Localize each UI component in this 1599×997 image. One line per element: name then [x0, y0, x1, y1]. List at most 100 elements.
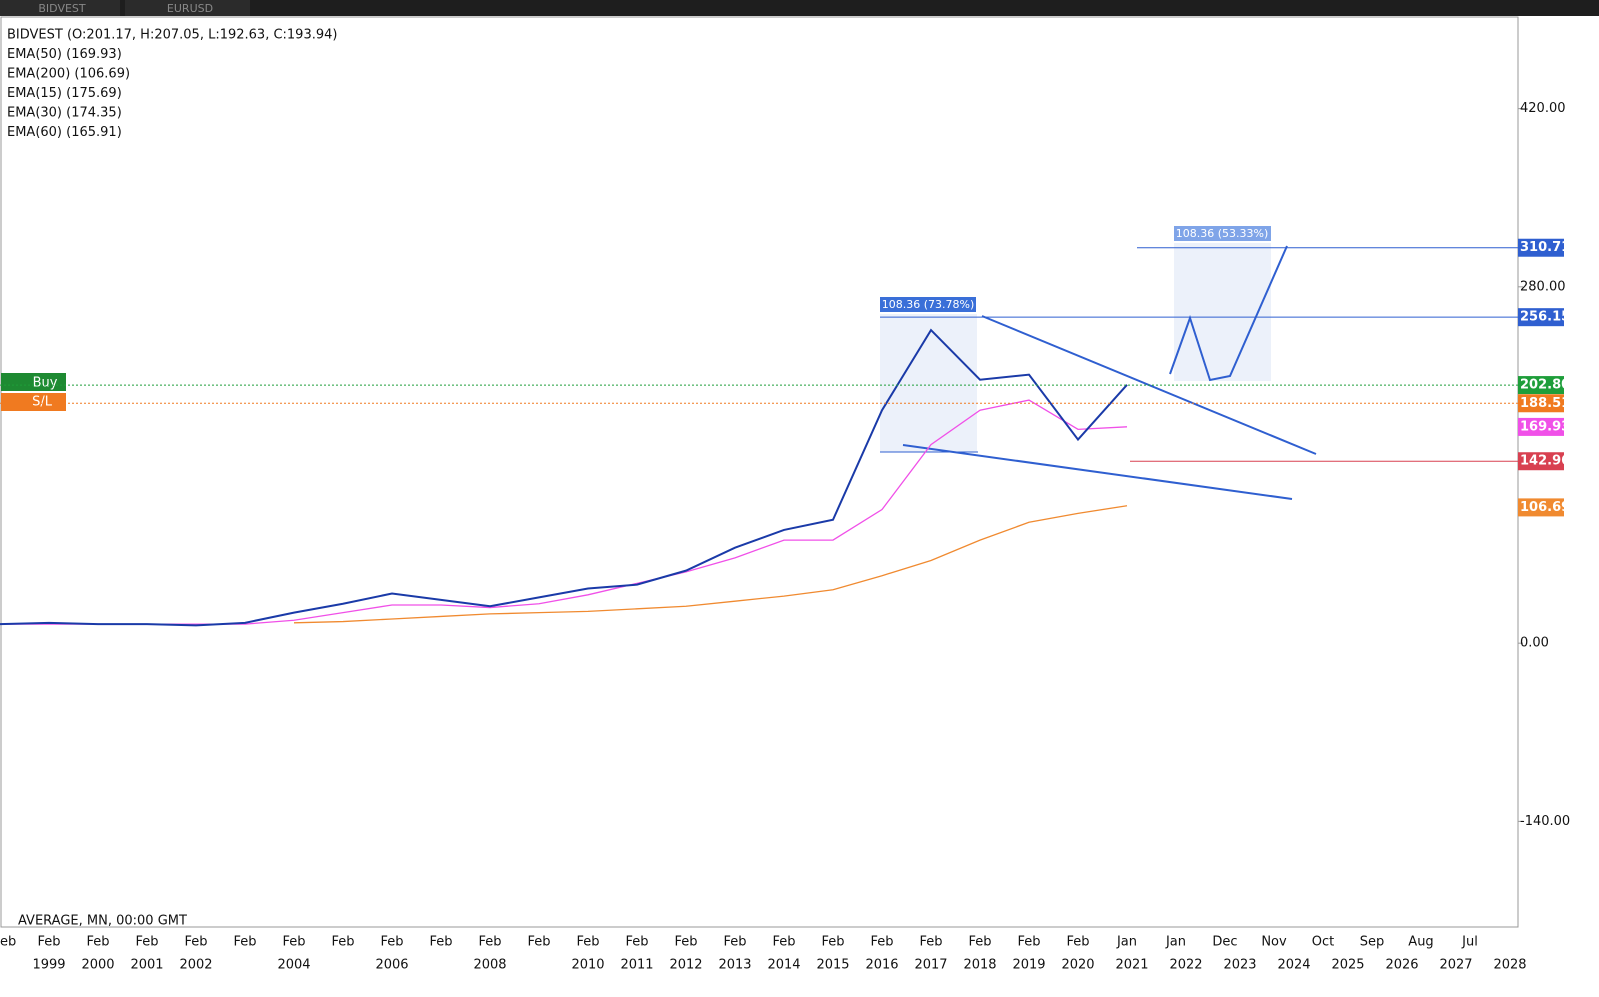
- price-tag: [1518, 417, 1564, 436]
- x-tick-label: Feb: [968, 935, 991, 950]
- projection-arrow: [1169, 245, 1288, 382]
- x-tick-label: Feb: [1017, 935, 1040, 950]
- x-tick-label: Feb: [233, 935, 256, 950]
- x-tick-label: Feb: [821, 935, 844, 950]
- x-tick-label: Oct: [1312, 935, 1334, 950]
- x-year-label: 2008: [473, 958, 506, 973]
- measure-box: [880, 314, 977, 452]
- series-line: [0, 328, 1128, 627]
- x-year-label: 2020: [1061, 958, 1094, 973]
- x-year-label: 2012: [669, 958, 702, 973]
- legend-entry: EMA(30) (174.35): [7, 106, 122, 121]
- price-tag-label: 310.71: [1520, 240, 1570, 255]
- x-tick-label: Jan: [1116, 935, 1137, 950]
- measure-label-bg: [1174, 226, 1271, 241]
- x-year-label: 2013: [718, 958, 751, 973]
- x-year-label: 2023: [1223, 958, 1256, 973]
- x-year-label: 2017: [914, 958, 947, 973]
- x-year-label: 2022: [1169, 958, 1202, 973]
- x-tick-label: Feb: [576, 935, 599, 950]
- x-year-label: 2025: [1331, 958, 1364, 973]
- x-year-label: 2019: [1012, 958, 1045, 973]
- price-tag-label: 188.51: [1520, 396, 1570, 411]
- x-year-label: 2000: [81, 958, 114, 973]
- series-line: [293, 505, 1128, 624]
- x-tick-label: Nov: [1261, 935, 1287, 950]
- legend-entry: EMA(200) (106.69): [7, 67, 130, 82]
- measure-label: 108.36 (73.78%): [882, 298, 975, 311]
- x-tick-label: Jul: [1461, 935, 1478, 950]
- stop-loss-label[interactable]: S/L: [32, 395, 53, 410]
- x-tick-label: Feb: [380, 935, 403, 950]
- tab-bar: [0, 0, 1599, 16]
- price-tag: [1518, 394, 1564, 413]
- tab[interactable]: [0, 0, 120, 16]
- x-tick-label: Dec: [1212, 935, 1237, 950]
- x-year-label: 2002: [179, 958, 212, 973]
- y-tick-label: 0.00: [1520, 636, 1549, 651]
- x-tick-label: Feb: [331, 935, 354, 950]
- y-tick-label: -140.00: [1520, 814, 1570, 829]
- x-tick-label: Feb: [429, 935, 452, 950]
- x-tick-label: Feb: [184, 935, 207, 950]
- x-tick-label: Feb: [135, 935, 158, 950]
- legend-entry: EMA(50) (169.93): [7, 47, 122, 62]
- plot-frame: [0, 16, 1519, 928]
- price-tag-label: 169.93: [1520, 419, 1570, 434]
- x-tick-label: Feb: [86, 935, 109, 950]
- x-tick-label: Feb: [772, 935, 795, 950]
- x-year-label: 2014: [767, 958, 800, 973]
- x-year-label: 2011: [620, 958, 653, 973]
- x-year-label: 2015: [816, 958, 849, 973]
- x-year-label: 2026: [1385, 958, 1418, 973]
- buy-label[interactable]: Buy: [33, 376, 58, 391]
- tab-label[interactable]: BIDVEST: [38, 2, 86, 15]
- price-tag-label: 202.80: [1520, 378, 1570, 393]
- x-year-label: 2006: [375, 958, 408, 973]
- stop-loss-button[interactable]: [1, 393, 66, 411]
- x-tick-label: eb: [0, 935, 16, 950]
- price-tag: [1518, 238, 1564, 257]
- tab[interactable]: [125, 0, 250, 16]
- price-tag-label: 256.15: [1520, 310, 1570, 325]
- x-year-label: 2004: [277, 958, 310, 973]
- x-tick-label: Feb: [1066, 935, 1089, 950]
- y-tick-label: 280.00: [1520, 279, 1566, 294]
- price-tag-label: 142.96: [1520, 454, 1570, 469]
- measure-box: [1174, 243, 1271, 381]
- x-year-label: 2010: [571, 958, 604, 973]
- x-year-label: 2024: [1277, 958, 1310, 973]
- x-tick-label: Feb: [625, 935, 648, 950]
- x-year-label: 2028: [1493, 958, 1526, 973]
- legend-entry: BIDVEST (O:201.17, H:207.05, L:192.63, C…: [7, 28, 337, 43]
- trendline: [902, 444, 1293, 500]
- x-tick-label: Feb: [919, 935, 942, 950]
- footer-label: AVERAGE, MN, 00:00 GMT: [18, 914, 187, 929]
- x-year-label: 2021: [1115, 958, 1148, 973]
- x-year-label: 2018: [963, 958, 996, 973]
- legend-entry: EMA(60) (165.91): [7, 125, 122, 140]
- x-tick-label: Feb: [674, 935, 697, 950]
- price-tag: [1518, 452, 1564, 471]
- x-tick-label: Feb: [478, 935, 501, 950]
- x-year-label: 1999: [32, 958, 65, 973]
- x-year-label: 2001: [130, 958, 163, 973]
- y-tick-label: 420.00: [1520, 101, 1566, 116]
- series-line: [0, 399, 1128, 625]
- buy-button[interactable]: [1, 373, 66, 391]
- x-tick-label: Jan: [1165, 935, 1186, 950]
- measure-label: 108.36 (53.33%): [1176, 227, 1269, 240]
- x-tick-label: Aug: [1408, 935, 1433, 950]
- price-tag-label: 106.69: [1520, 500, 1570, 515]
- x-tick-label: Feb: [37, 935, 60, 950]
- price-tag: [1518, 308, 1564, 327]
- tab-label[interactable]: EURUSD: [167, 2, 213, 15]
- x-tick-label: Feb: [723, 935, 746, 950]
- price-tag: [1518, 376, 1564, 395]
- x-tick-label: Feb: [870, 935, 893, 950]
- x-tick-label: Feb: [282, 935, 305, 950]
- price-tag: [1518, 498, 1564, 517]
- x-tick-label: Sep: [1360, 935, 1385, 950]
- x-tick-label: Feb: [527, 935, 550, 950]
